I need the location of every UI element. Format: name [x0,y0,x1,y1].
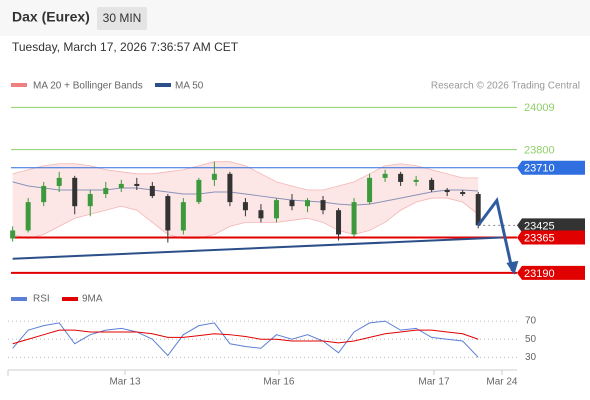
candle-body [72,177,78,207]
candle-body [87,194,93,207]
candle-body [41,185,47,203]
chart-title: Dax (Eurex) [12,9,90,25]
level-label: 23800 [524,144,555,156]
level-label: 23190 [524,268,555,280]
trendline [12,236,502,260]
level-box [517,265,585,280]
copyright: Research © 2026 Trading Central [431,81,580,92]
rsi-ma-line [12,329,479,345]
candle-body [227,173,233,203]
legend-label: 9MA [82,294,103,305]
level-box [517,230,585,245]
candle-body [351,202,357,235]
band-upper [12,161,479,191]
candle-body [336,210,342,235]
level-box [517,160,585,175]
candle-body [10,230,16,239]
rsi-tick-label: 30 [525,352,537,363]
candle-body [25,202,31,231]
candle-body [103,187,109,195]
level-label: 23365 [524,232,555,244]
legend-swatch [62,297,78,301]
candle-body [180,202,186,231]
arrow-head [506,260,519,275]
legend-swatch [11,297,27,301]
candle-body [118,183,124,188]
candle-body [305,200,311,207]
candle-body [429,179,435,190]
candle-body [211,173,217,180]
candle-body [320,200,326,211]
x-tick-label: Mar 13 [109,377,141,388]
legend-swatch [155,83,171,87]
candle-body [56,177,62,186]
legend-label: MA 20 + Bollinger Bands [33,81,143,92]
rsi-tick-label: 70 [525,316,537,327]
candle-body [149,185,155,197]
rsi-line [12,320,479,358]
timestamp: Tuesday, March 17, 2026 7:36:57 AM CET [12,40,239,54]
x-tick-label: Mar 17 [418,377,450,388]
interval: 30 MIN [103,11,142,25]
candle-body [134,183,140,186]
candle-body [196,179,202,203]
candle-body [289,200,295,207]
forecast-arrow [477,196,514,272]
level-label: 23425 [524,220,555,232]
x-tick-label: Mar 24 [486,377,518,388]
legend-label: RSI [33,294,50,305]
x-tick-label: Mar 16 [263,377,295,388]
candle-body [398,173,404,182]
candle-body [475,194,481,226]
candle-body [242,202,248,211]
candle-body [444,190,450,193]
level-label: 23710 [524,163,555,175]
candle-body [382,173,388,178]
level-box [517,218,585,233]
candle-body [413,179,419,182]
legend-swatch [11,83,27,87]
candle-body [165,196,171,231]
candle-body [258,210,264,219]
level-label: 24009 [524,102,555,114]
legend-label: MA 50 [175,81,204,92]
rsi-tick-label: 50 [525,334,537,345]
candle-body [273,200,279,219]
interval-box [97,7,147,30]
candle-body [460,192,466,195]
candle-body [367,177,373,203]
